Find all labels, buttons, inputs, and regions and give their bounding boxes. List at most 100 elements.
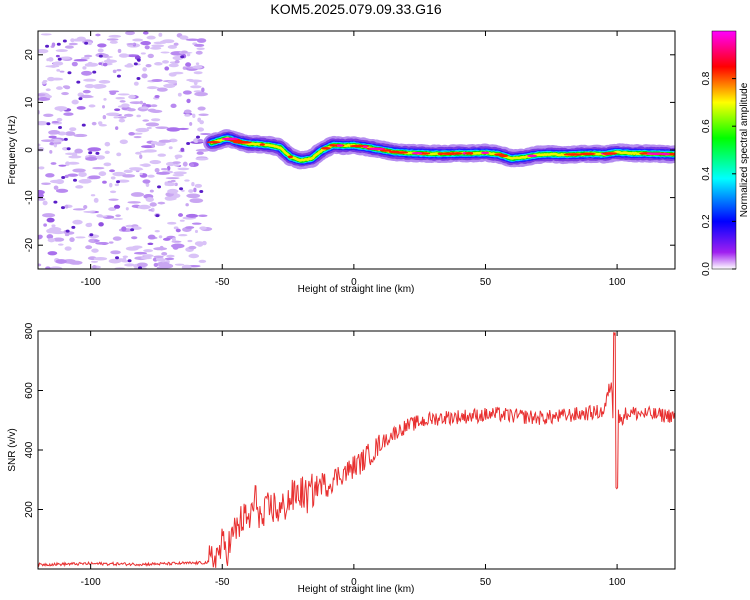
- noise-speckle: [177, 92, 182, 97]
- noise-speckle: [191, 181, 195, 187]
- noise-speckle: [56, 117, 63, 122]
- y-tick-label: 10: [24, 96, 35, 108]
- noise-speckle: [116, 68, 122, 72]
- noise-speckle: [147, 242, 154, 246]
- noise-speckle: [73, 58, 88, 62]
- noise-speckle: [162, 60, 170, 64]
- noise-speckle: [50, 162, 57, 165]
- colorbar-tick-label: 0.6: [701, 119, 712, 133]
- noise-speckle: [146, 126, 152, 130]
- ridge-peak: [498, 154, 509, 158]
- noise-speckle: [95, 33, 101, 37]
- noise-speckle: [157, 201, 166, 205]
- noise-speckle: [141, 163, 151, 168]
- noise-speckle: [51, 224, 56, 228]
- ridge-peak: [411, 151, 423, 155]
- noise-speckle: [164, 66, 170, 71]
- ridge-peak: [206, 140, 221, 144]
- noise-speckle: [110, 250, 121, 255]
- noise-speckle: [186, 193, 201, 199]
- noise-speckle: [120, 103, 130, 108]
- noise-speckle: [98, 54, 103, 58]
- noise-speckle: [55, 188, 69, 193]
- noise-speckle: [91, 121, 97, 126]
- noise-speckle: [127, 259, 132, 263]
- noise-speckle: [74, 148, 83, 154]
- noise-speckle: [180, 147, 185, 152]
- noise-speckle: [104, 141, 111, 147]
- ridge-peak: [221, 137, 239, 141]
- noise-speckle: [139, 150, 149, 153]
- noise-speckle: [49, 138, 62, 143]
- noise-speckle: [108, 198, 119, 201]
- noise-speckle: [69, 237, 75, 243]
- noise-speckle: [79, 94, 93, 99]
- noise-speckle: [198, 259, 207, 263]
- noise-speckle: [40, 33, 52, 36]
- noise-speckle: [88, 175, 101, 180]
- noise-speckle: [83, 78, 97, 82]
- noise-speckle: [88, 104, 96, 108]
- noise-speckle: [109, 182, 113, 188]
- x-tick-label: -100: [81, 277, 101, 288]
- ridge-peak: [259, 143, 265, 146]
- noise-speckle: [82, 89, 91, 94]
- noise-speckle: [121, 226, 127, 232]
- ridge-peak: [362, 145, 368, 149]
- noise-speckle: [195, 148, 210, 152]
- noise-speckle: [195, 157, 209, 161]
- noise-speckle: [155, 126, 169, 129]
- noise-speckle: [38, 120, 49, 126]
- noise-speckle: [196, 38, 207, 43]
- noise-speckle: [139, 172, 143, 176]
- y-tick-label: 400: [24, 441, 35, 458]
- noise-speckle: [136, 114, 141, 118]
- noise-speckle: [200, 132, 212, 136]
- noise-speckle: [142, 254, 154, 258]
- noise-speckle: [55, 179, 65, 185]
- y-tick-label: 20: [24, 49, 35, 61]
- noise-speckle: [126, 43, 136, 46]
- noise-speckle: [194, 91, 208, 97]
- noise-speckle: [173, 42, 179, 46]
- ridge-peak: [233, 140, 249, 144]
- noise-speckle: [196, 151, 204, 155]
- noise-speckle: [83, 210, 96, 213]
- noise-speckle: [112, 69, 117, 74]
- noise-speckle: [184, 179, 190, 182]
- noise-speckle: [93, 257, 108, 261]
- x-tick-label: 100: [609, 277, 626, 288]
- ridge-peak: [660, 152, 671, 156]
- noise-speckle: [117, 179, 130, 183]
- ridge-peak: [437, 152, 444, 156]
- noise-speckle: [68, 155, 82, 159]
- noise-speckle: [153, 262, 159, 267]
- noise-speckle: [73, 133, 88, 138]
- noise-speckle: [136, 58, 141, 62]
- noise-speckle: [186, 98, 191, 104]
- noise-speckle: [95, 155, 106, 160]
- noise-speckle: [60, 206, 65, 210]
- x-tick-label: -100: [81, 577, 101, 588]
- noise-speckle: [51, 120, 59, 124]
- noise-speckle: [57, 57, 62, 61]
- noise-speckle: [170, 179, 176, 183]
- noise-speckle: [80, 57, 90, 60]
- noise-speckle: [81, 123, 86, 127]
- colorbar-label: Normalized spectral amplitude: [739, 82, 750, 217]
- noise-speckle: [125, 246, 139, 251]
- noise-speckle: [95, 151, 100, 155]
- spectrogram-y-label: Frequency (Hz): [7, 116, 18, 185]
- noise-speckle: [132, 132, 143, 135]
- snr-y-ticks: 200 400 600 800: [24, 322, 675, 518]
- noise-speckle: [78, 97, 83, 101]
- noise-speckle: [67, 173, 79, 177]
- noise-speckle: [122, 174, 136, 178]
- noise-speckle: [71, 99, 79, 105]
- noise-speckle: [147, 174, 155, 178]
- noise-speckle: [182, 90, 192, 95]
- noise-speckle: [90, 194, 96, 197]
- noise-speckle: [124, 64, 134, 68]
- noise-speckle: [38, 197, 46, 201]
